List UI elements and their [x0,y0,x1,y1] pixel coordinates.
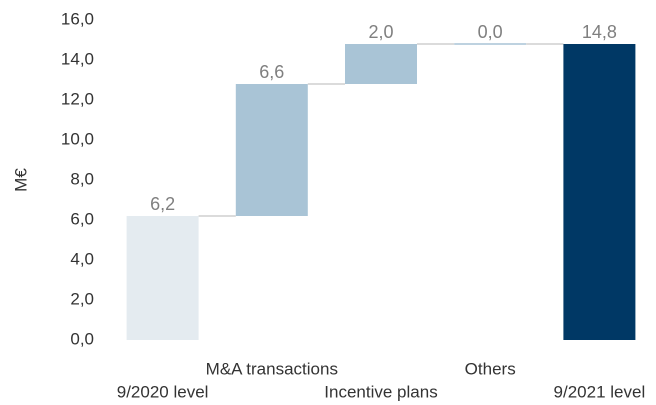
data-label: 14,8 [582,22,617,42]
bar [126,216,199,340]
y-tick-label: 6,0 [70,209,94,228]
y-axis-label: M€ [11,168,30,192]
data-label: 6,6 [259,62,284,82]
x-tick-label: 9/2021 level [554,382,646,401]
x-tick-label: 9/2020 level [117,382,209,401]
y-tick-label: 12,0 [61,89,94,108]
x-tick-label: Others [465,359,516,378]
data-label: 2,0 [368,22,393,42]
y-tick-label: 8,0 [70,169,94,188]
x-tick-label: Incentive plans [324,382,437,401]
bar [235,84,308,216]
y-tick-label: 0,0 [70,329,94,348]
y-tick-label: 4,0 [70,249,94,268]
y-tick-label: 14,0 [61,49,94,68]
y-tick-label: 10,0 [61,129,94,148]
x-tick-label: M&A transactions [206,359,338,378]
bar [345,44,417,84]
y-tick-label: 16,0 [61,9,94,28]
bar [454,43,527,45]
bar [563,44,636,340]
y-tick-label: 2,0 [70,289,94,308]
data-label: 0,0 [478,22,503,42]
data-label: 6,2 [150,194,175,214]
